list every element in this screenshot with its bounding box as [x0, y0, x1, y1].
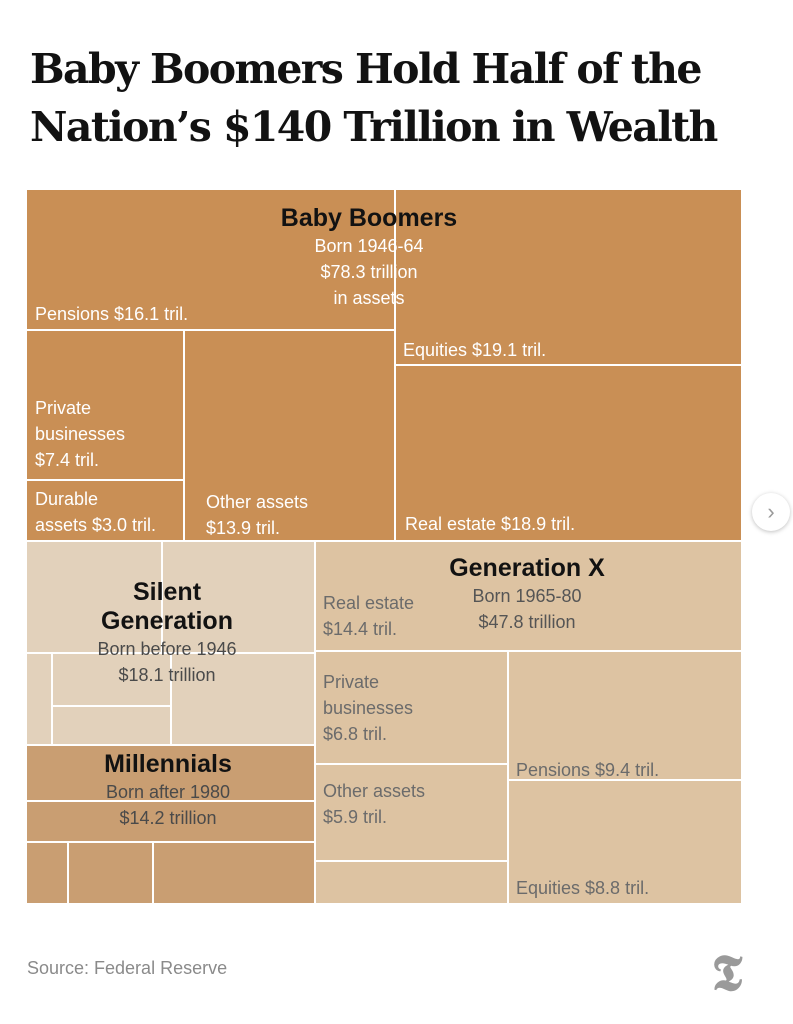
genx-other-assets-cell — [316, 765, 509, 862]
silent-low-cell — [53, 707, 172, 746]
silent-block-cell — [163, 542, 316, 654]
millennials-small-cell — [27, 843, 69, 903]
label-line: Private — [35, 398, 92, 418]
group-total: $78.3 trillion — [320, 262, 418, 282]
boomers-real-estate-cell — [396, 366, 741, 542]
asset-label: Private businesses $6.8 tril. — [323, 669, 413, 747]
label-line: Other assets — [206, 492, 309, 512]
title-line-1: Baby Boomers Hold Half of the — [30, 45, 702, 93]
asset-label: Pensions $16.1 tril. — [35, 301, 188, 327]
label-line: Durable — [35, 489, 99, 509]
group-name: Baby Boomers — [280, 204, 458, 232]
label-line: businesses — [35, 424, 126, 444]
next-slide-button[interactable]: › — [752, 493, 790, 531]
asset-label: Real estate $14.4 tril. — [323, 590, 414, 642]
group-born: Born 1946-64 — [314, 236, 424, 256]
boomers-private-businesses-cell — [27, 331, 185, 481]
label-line: assets $3.0 tril. — [35, 515, 157, 535]
asset-label: Private businesses $7.4 tril. — [35, 395, 125, 473]
silent-mid-cell — [53, 654, 172, 707]
boomers-pensions-cell — [27, 190, 396, 331]
group-total: $47.8 trillion — [478, 612, 576, 632]
label-line: Real estate $18.9 tril. — [405, 514, 576, 534]
genx-pensions-cell — [509, 652, 741, 781]
label-line: Private — [323, 672, 380, 692]
boomers-other-assets-cell — [185, 331, 396, 542]
silent-small-cell — [27, 654, 53, 746]
silent-right-cell — [172, 654, 316, 746]
asset-label: Durable assets $3.0 tril. — [35, 486, 156, 538]
group-header-millennials: Millennials Born after 1980 $14.2 trillion — [27, 750, 328, 831]
chevron-right-icon: › — [767, 499, 775, 524]
label-line: $7.4 tril. — [35, 450, 100, 470]
genx-equities-cell — [509, 781, 741, 903]
label-line: $14.4 tril. — [323, 619, 398, 639]
label-line: Pensions $16.1 tril. — [35, 304, 189, 324]
millennials-main-cell — [27, 746, 316, 802]
title-line-2: Nation’s $140 Trillion in Wealth — [30, 103, 718, 151]
asset-label: Real estate $18.9 tril. — [405, 511, 575, 537]
millennials-mid-cell — [69, 843, 154, 903]
label-line: Equities $19.1 tril. — [403, 340, 547, 360]
source-note: Source: Federal Reserve — [27, 958, 228, 978]
group-born: Born after 1980 — [105, 782, 231, 802]
group-header-boomers: Baby Boomers Born 1946-64 $78.3 trillion in… — [209, 204, 529, 311]
group-header-silent: Silent Generation Born before 1946 $18.1 tr… — [27, 578, 327, 688]
label-line: Pensions $9.4 tril. — [516, 760, 660, 780]
group-name: Generation X — [449, 554, 605, 582]
group-name: Silent — [132, 578, 202, 606]
boomers-durable-assets-cell — [27, 481, 185, 542]
label-line: $13.9 tril. — [206, 518, 281, 538]
group-born: Born before 1946 — [97, 639, 237, 659]
label-line: Other assets — [323, 781, 426, 801]
label-line: $6.8 tril. — [323, 724, 388, 744]
genx-small-cell — [316, 862, 509, 903]
boomers-equities-cell — [396, 190, 741, 366]
millennials-right-cell — [154, 843, 316, 903]
group-total: $18.1 trillion — [118, 665, 216, 685]
chart-title: Baby Boomers Hold Half of the Nation’s $… — [30, 40, 770, 156]
label-line: Real estate — [323, 593, 415, 613]
genx-private-businesses-cell — [316, 652, 509, 765]
asset-label: Other assets $5.9 tril. — [323, 778, 425, 830]
group-name: Millennials — [104, 750, 232, 778]
label-line: businesses — [323, 698, 414, 718]
nyt-logo-icon: 𝕿 — [711, 943, 743, 1002]
asset-label: Equities $8.8 tril. — [516, 875, 649, 901]
group-header-genx: Generation X Born 1965-80 $47.8 trillion — [367, 554, 687, 635]
group-total: $14.2 trillion — [119, 808, 217, 828]
millennials-band-cell — [27, 802, 316, 843]
silent-main-cell — [27, 542, 163, 654]
wealth-treemap: Baby Boomers Born 1946-64 $78.3 trillion in… — [27, 190, 741, 903]
group-total: in assets — [333, 288, 405, 308]
label-line: $5.9 tril. — [323, 807, 388, 827]
group-name: Generation — [101, 607, 233, 635]
group-born: Born 1965-80 — [472, 586, 582, 606]
asset-label: Pensions $9.4 tril. — [516, 757, 659, 783]
label-line: Equities $8.8 tril. — [516, 878, 650, 898]
asset-label: Other assets $13.9 tril. — [206, 489, 308, 541]
genx-real-estate-cell — [316, 542, 741, 652]
asset-label: Equities $19.1 tril. — [403, 337, 546, 363]
